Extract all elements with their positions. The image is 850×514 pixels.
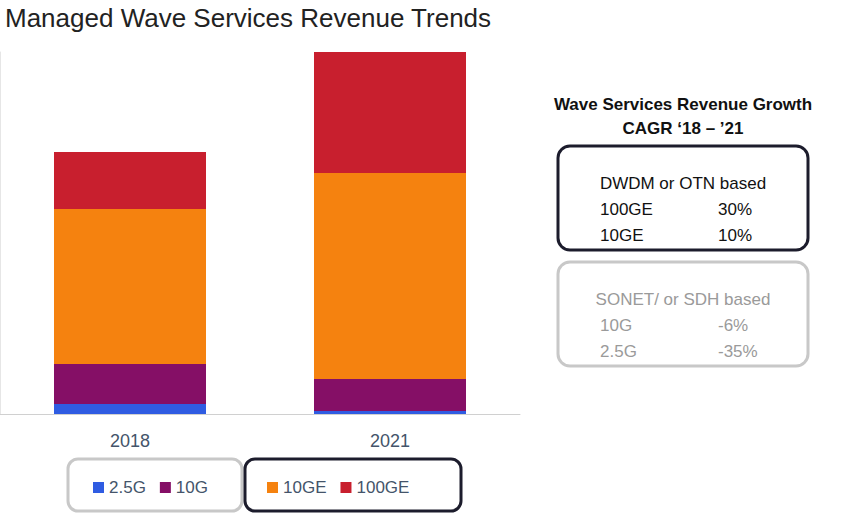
svg-text:10G: 10G [176, 478, 208, 497]
svg-text:30%: 30% [718, 200, 752, 219]
svg-text:Managed Wave Services Revenue: Managed Wave Services Revenue Trends [5, 3, 491, 33]
svg-text:Wave Services Revenue Growth: Wave Services Revenue Growth [554, 95, 812, 114]
svg-text:CAGR ‘18 – ’21: CAGR ‘18 – ’21 [623, 119, 744, 138]
svg-text:2.5G: 2.5G [109, 478, 146, 497]
svg-text:2021: 2021 [370, 431, 410, 451]
svg-text:10GE: 10GE [283, 478, 326, 497]
svg-text:10%: 10% [718, 226, 752, 245]
svg-text:-6%: -6% [718, 316, 748, 335]
svg-text:2.5G: 2.5G [600, 342, 637, 361]
svg-text:10G: 10G [600, 316, 632, 335]
svg-text:100GE: 100GE [356, 478, 409, 497]
svg-text:-35%: -35% [718, 342, 758, 361]
svg-text:100GE: 100GE [600, 200, 653, 219]
svg-text:SONET/ or SDH based: SONET/ or SDH based [596, 290, 771, 309]
svg-text:10GE: 10GE [600, 226, 643, 245]
svg-text:DWDM or OTN based: DWDM or OTN based [600, 174, 766, 193]
svg-text:2018: 2018 [110, 431, 150, 451]
